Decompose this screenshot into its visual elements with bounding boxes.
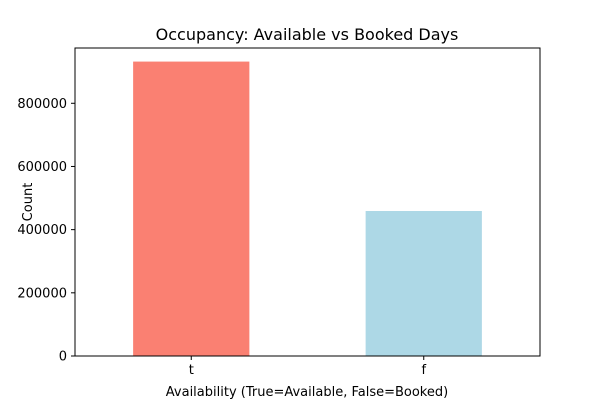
y-tick-label: 200000 (17, 286, 67, 301)
x-tick-label-f: f (421, 363, 426, 378)
y-axis-ticks: 0 200000 400000 600000 800000 (17, 97, 75, 365)
bars-layer (133, 61, 482, 357)
chart-title: Occupancy: Available vs Booked Days (156, 25, 459, 44)
x-tick-label-t: t (189, 363, 194, 378)
x-axis-label: Availability (True=Available, False=Book… (166, 385, 448, 400)
bar-f (365, 211, 482, 356)
y-tick-label: 0 (59, 350, 67, 365)
plot-area-frame (74, 47, 541, 357)
bar-t (133, 61, 250, 357)
y-axis-label: Count (21, 183, 36, 222)
y-tick-label: 400000 (17, 223, 67, 238)
y-tick-label: 600000 (17, 160, 67, 175)
y-tick-label: 800000 (17, 97, 67, 112)
